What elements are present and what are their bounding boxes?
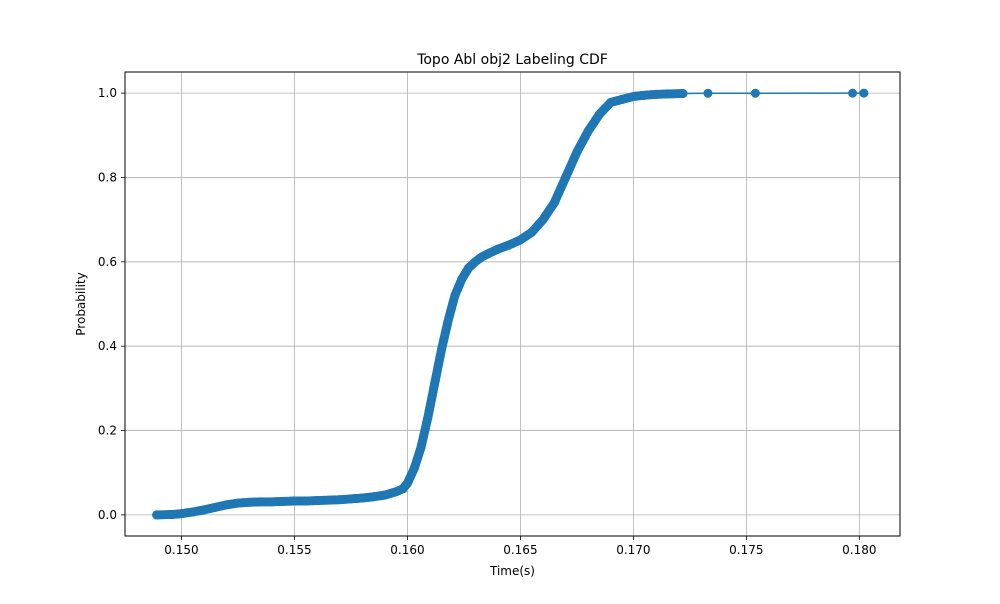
cdf-point [606,97,616,107]
x-tick-label: 0.180 [842,543,876,557]
cdf-point [443,316,453,326]
y-tick-label: 0.0 [98,508,117,522]
cdf-point [357,493,367,503]
cdf-point [527,227,537,237]
cdf-point [369,492,379,502]
cdf-point [233,498,243,508]
cdf-point [244,497,254,507]
cdf-point [493,244,503,254]
cdf-point [484,248,494,258]
y-tick-label: 1.0 [98,86,117,100]
x-tick-label: 0.150 [164,543,198,557]
cdf-point [423,413,433,423]
cdf-point [477,252,487,262]
cdf-point [662,89,672,99]
y-tick-label: 0.4 [98,339,117,353]
cdf-point [176,509,186,519]
tick-layer: 0.150 0.155 0.160 0.165 0.170 0.175 0.180 0.0 0.… [98,86,877,557]
cdf-point [457,275,467,285]
cdf-point [504,240,514,250]
cdf-point [583,126,593,136]
y-tick-label: 0.8 [98,170,117,184]
y-axis-title: Probability [74,272,88,335]
y-tick-label: 0.2 [98,424,117,438]
cdf-point [210,502,220,512]
cdf-point [312,496,322,506]
cdf-point [409,464,419,474]
grid-layer [125,72,900,536]
cdf-point [450,291,460,301]
cdf-point [301,496,311,506]
cdf-point [538,215,548,225]
cdf-point [167,509,177,519]
y-tick-label: 0.6 [98,255,117,269]
plot-frame [124,71,901,537]
cdf-point [323,495,333,505]
cdf-point [430,379,440,389]
cdf-point [640,90,650,100]
cdf-point [678,89,688,99]
x-tick-label: 0.175 [729,543,763,557]
cdf-point [859,88,869,98]
x-axis-title: Time(s) [489,564,535,578]
cdf-point [470,257,480,267]
cdf-point [703,88,713,98]
cdf-point [848,88,858,98]
x-tick-label: 0.160 [390,543,424,557]
cdf-point [222,500,232,510]
cdf-point [436,345,446,355]
cdf-point [335,495,345,505]
cdf-point [416,442,426,452]
cdf-point [152,510,162,520]
x-tick-label: 0.165 [503,543,537,557]
cdf-point [391,487,401,497]
cdf-point [289,496,299,506]
cdf-point [651,89,661,99]
chart-title: Topo Abl obj2 Labeling CDF [416,52,608,68]
cdf-point [617,94,627,104]
cdf-point [402,478,412,488]
cdf-point [380,490,390,500]
cdf-point [278,496,288,506]
cdf-point [346,494,356,504]
data-layer [152,88,869,520]
cdf-point [594,109,604,119]
x-tick-label: 0.155 [277,543,311,557]
cdf-point [549,198,559,208]
cdf-point [188,507,198,517]
cdf-point [561,172,571,182]
cdf-point [750,88,760,98]
cdf-point [463,263,473,273]
cdf-point [199,505,209,515]
cdf-point [267,497,277,507]
x-tick-label: 0.170 [616,543,650,557]
cdf-point [572,147,582,157]
cdf-point [628,91,638,101]
cdf-point [515,235,525,245]
cdf-point [256,497,266,507]
